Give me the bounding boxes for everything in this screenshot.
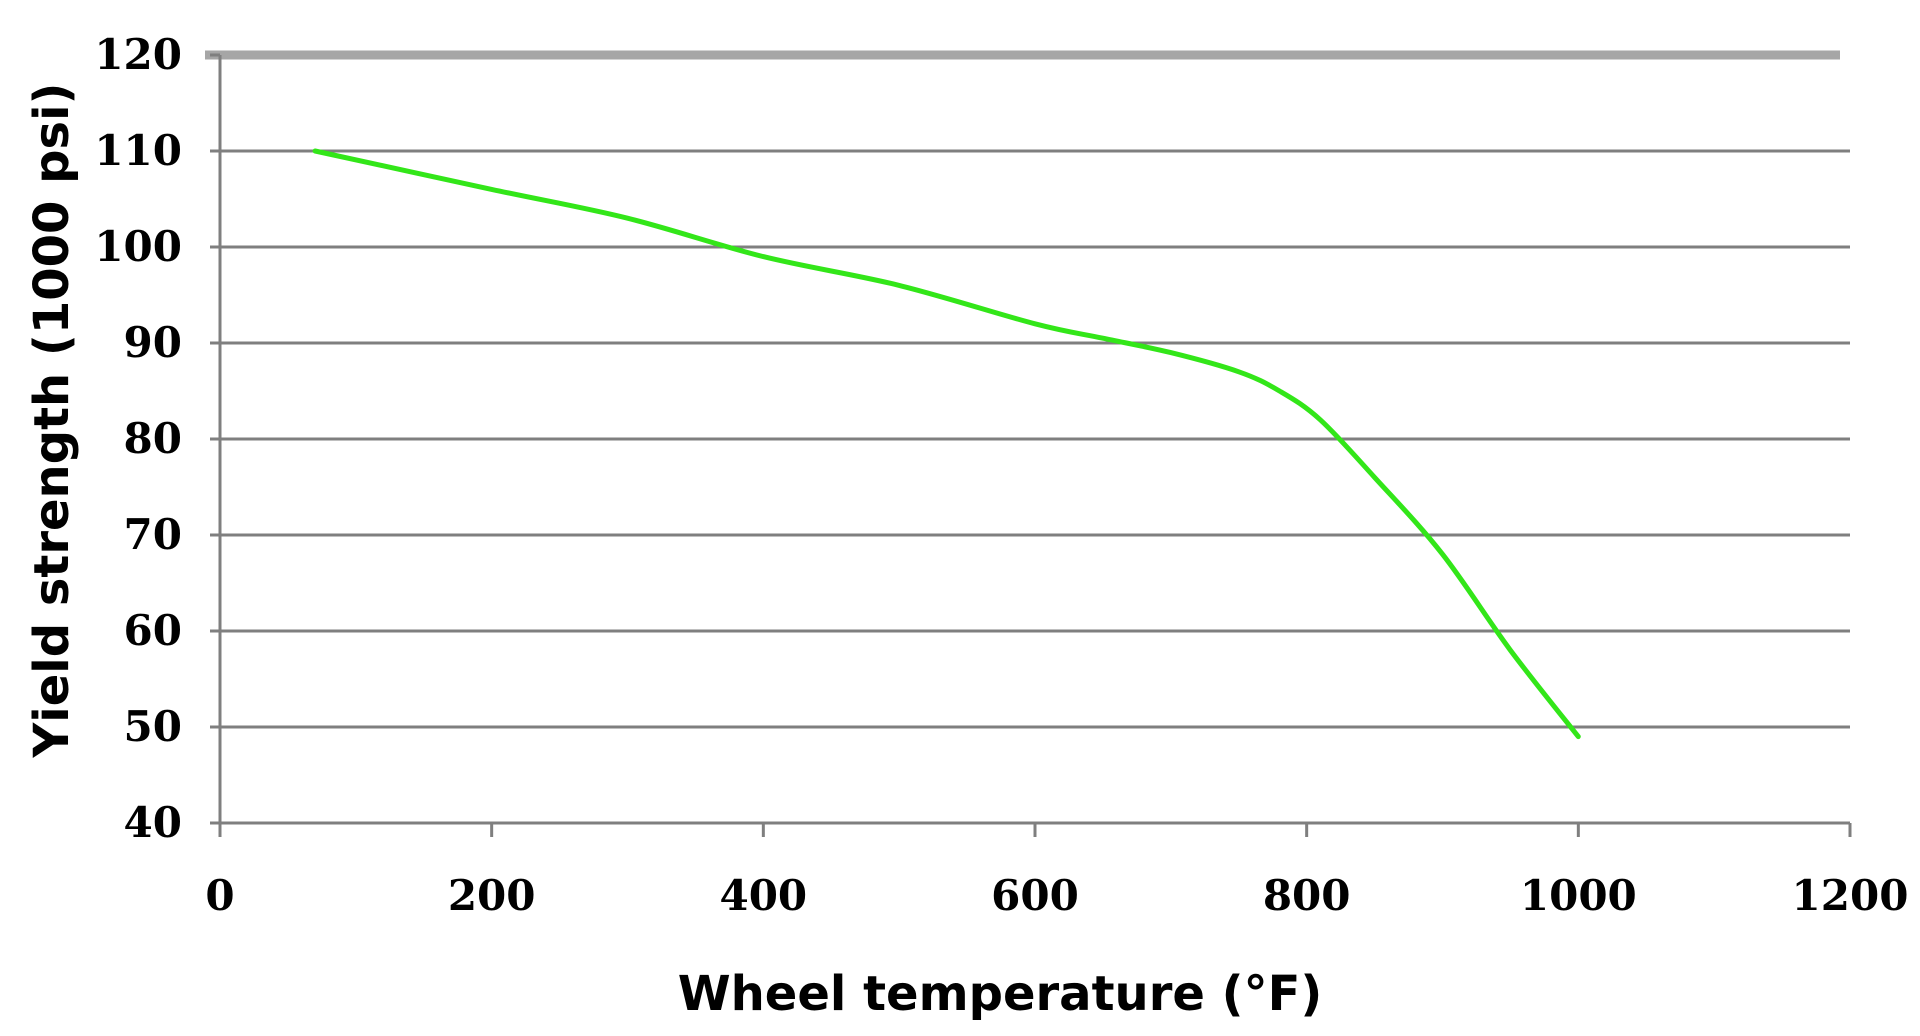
y-tick-label-100: 100 (94, 222, 182, 271)
series-line-0 (312, 148, 1581, 740)
x-tick-label-1000: 1000 (1520, 871, 1637, 920)
y-tick-label-90: 90 (124, 318, 182, 367)
x-axis-title: Wheel temperature (°F) (678, 966, 1323, 1022)
y-tick-label-50: 50 (124, 702, 182, 751)
x-tick-label-600: 600 (991, 871, 1079, 920)
y-tick-label-40: 40 (124, 798, 182, 847)
grid-layer (205, 50, 1850, 729)
x-tick-label-200: 200 (448, 871, 536, 920)
y-axis-title: Yield strength (1000 psi) (24, 83, 80, 759)
series-layer (312, 148, 1581, 740)
x-tick-label-800: 800 (1263, 871, 1351, 920)
y-tick-label-110: 110 (94, 126, 182, 175)
axis-layer (210, 53, 1852, 837)
y-tick-label-80: 80 (124, 414, 182, 463)
y-tick-label-120: 120 (94, 30, 182, 79)
y-tick-label-70: 70 (124, 510, 182, 559)
x-tick-label-0: 0 (205, 871, 234, 920)
y-tick-label-60: 60 (124, 606, 182, 655)
x-tick-label-400: 400 (719, 871, 807, 920)
x-tick-label-1200: 1200 (1792, 871, 1909, 920)
